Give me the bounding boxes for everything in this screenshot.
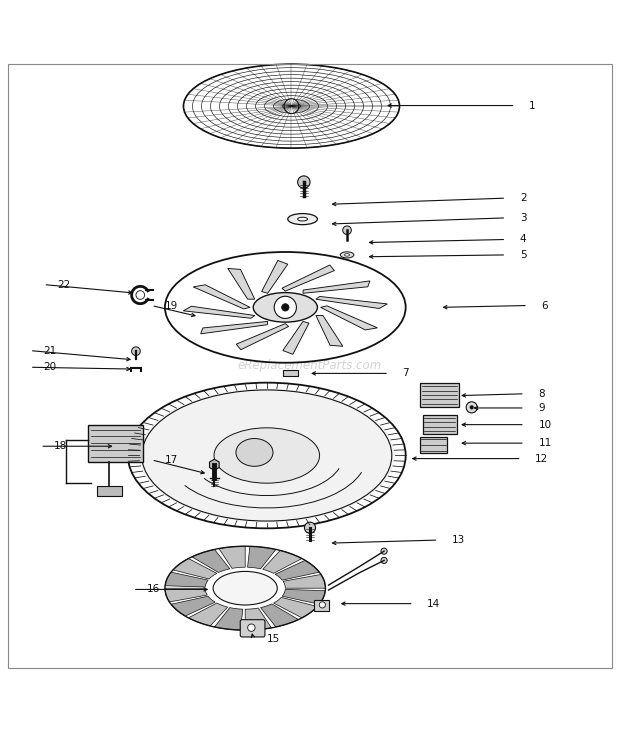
Polygon shape	[283, 321, 309, 354]
Text: 21: 21	[43, 346, 56, 356]
Text: 14: 14	[427, 599, 441, 608]
Polygon shape	[173, 559, 217, 579]
Text: 11: 11	[538, 438, 552, 448]
Text: 13: 13	[452, 535, 465, 545]
Circle shape	[281, 304, 289, 311]
Text: 19: 19	[165, 301, 178, 310]
Text: 6: 6	[541, 301, 548, 310]
Ellipse shape	[340, 252, 354, 258]
Polygon shape	[192, 550, 230, 572]
Polygon shape	[215, 608, 243, 630]
Text: 17: 17	[165, 455, 178, 465]
Polygon shape	[184, 306, 255, 318]
Text: 7: 7	[402, 368, 409, 378]
Circle shape	[470, 406, 474, 409]
Text: 15: 15	[267, 634, 280, 644]
Text: 22: 22	[57, 280, 70, 290]
Circle shape	[304, 522, 316, 534]
Polygon shape	[282, 265, 334, 291]
FancyBboxPatch shape	[97, 486, 122, 496]
Polygon shape	[165, 572, 208, 587]
Polygon shape	[210, 459, 219, 471]
Polygon shape	[228, 269, 255, 299]
FancyBboxPatch shape	[314, 600, 329, 611]
Polygon shape	[283, 575, 326, 589]
Polygon shape	[273, 597, 317, 618]
Circle shape	[131, 347, 140, 356]
Text: 18: 18	[54, 441, 67, 451]
Text: 12: 12	[535, 454, 549, 463]
Circle shape	[381, 557, 387, 564]
Circle shape	[247, 624, 255, 632]
Polygon shape	[236, 324, 289, 350]
Circle shape	[319, 602, 326, 608]
Polygon shape	[245, 608, 272, 630]
Text: 20: 20	[43, 362, 56, 373]
Text: 16: 16	[146, 584, 160, 594]
Text: eReplacementParts.com: eReplacementParts.com	[238, 359, 382, 373]
Ellipse shape	[345, 254, 350, 256]
Text: 4: 4	[520, 234, 526, 244]
Polygon shape	[165, 589, 207, 602]
Polygon shape	[321, 306, 378, 330]
Text: 3: 3	[520, 213, 526, 223]
Ellipse shape	[298, 217, 308, 221]
Polygon shape	[303, 281, 370, 294]
Circle shape	[298, 176, 310, 188]
Polygon shape	[316, 296, 388, 308]
Ellipse shape	[214, 427, 319, 483]
Circle shape	[284, 99, 299, 113]
Polygon shape	[193, 285, 250, 309]
FancyBboxPatch shape	[88, 425, 143, 462]
Ellipse shape	[253, 293, 317, 322]
FancyBboxPatch shape	[241, 620, 265, 637]
Circle shape	[274, 296, 296, 318]
FancyBboxPatch shape	[423, 415, 456, 434]
FancyBboxPatch shape	[420, 437, 447, 453]
Text: 2: 2	[520, 193, 526, 203]
Text: 1: 1	[529, 100, 536, 111]
Ellipse shape	[288, 214, 317, 225]
Text: 9: 9	[538, 403, 545, 413]
Circle shape	[466, 402, 477, 413]
Polygon shape	[188, 603, 228, 626]
Polygon shape	[263, 550, 302, 573]
Ellipse shape	[236, 438, 273, 466]
Circle shape	[343, 226, 352, 234]
Polygon shape	[282, 589, 326, 604]
FancyBboxPatch shape	[283, 370, 298, 376]
Polygon shape	[275, 560, 319, 580]
Polygon shape	[316, 315, 343, 346]
Polygon shape	[247, 546, 276, 569]
Text: 10: 10	[538, 419, 552, 430]
Circle shape	[381, 548, 387, 554]
Text: 5: 5	[520, 250, 526, 260]
Polygon shape	[201, 321, 268, 334]
Circle shape	[136, 291, 144, 299]
Ellipse shape	[213, 572, 277, 605]
Polygon shape	[260, 604, 298, 627]
Polygon shape	[171, 597, 215, 616]
Ellipse shape	[139, 389, 394, 523]
Polygon shape	[219, 546, 245, 568]
Polygon shape	[262, 261, 288, 294]
FancyBboxPatch shape	[420, 384, 459, 407]
Text: 8: 8	[538, 389, 545, 399]
